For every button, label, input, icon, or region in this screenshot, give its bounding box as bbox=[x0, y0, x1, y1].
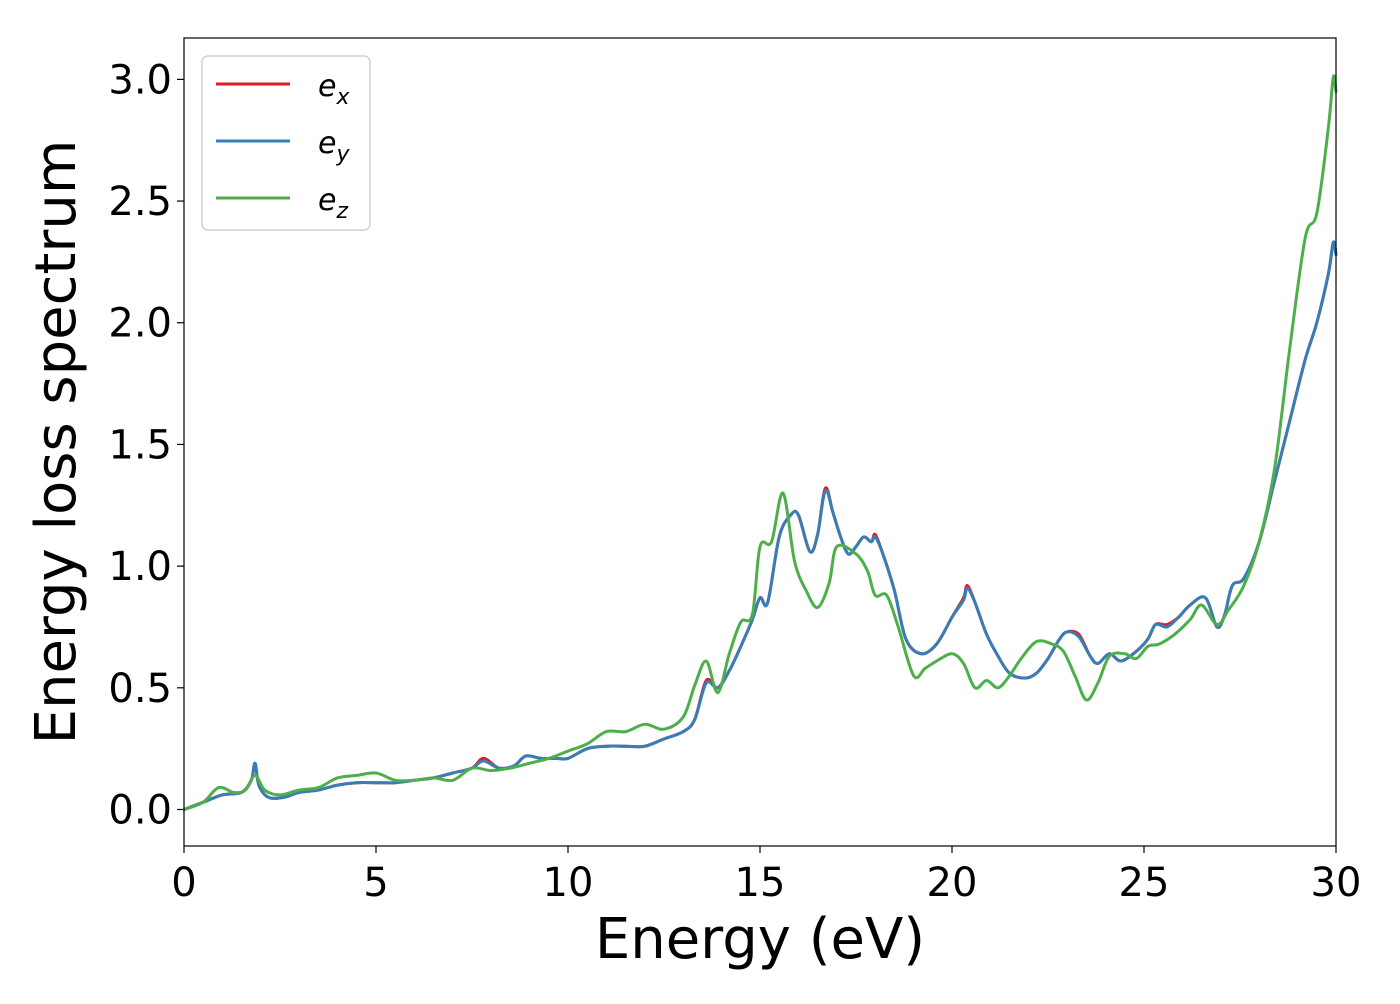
x-tick-label: 15 bbox=[735, 860, 786, 906]
y-tick-label: 1.5 bbox=[108, 422, 172, 468]
x-tick-label: 0 bbox=[171, 860, 196, 906]
x-tick-label: 5 bbox=[363, 860, 388, 906]
x-axis-label: Energy (eV) bbox=[595, 907, 925, 972]
y-tick-label: 0.0 bbox=[108, 787, 172, 833]
x-tick-label: 20 bbox=[927, 860, 978, 906]
series-lines bbox=[182, 74, 1338, 811]
legend: ex ey ez bbox=[201, 55, 371, 231]
axis-ticks: 0 5 10 15 20 25 30 0.0 0.5 1.0 1.5 2.0 2.5 3.0 bbox=[108, 57, 1361, 906]
y-tick-label: 2.5 bbox=[108, 179, 172, 225]
y-tick-label: 3.0 bbox=[108, 57, 172, 103]
legend-label: ey bbox=[318, 126, 350, 167]
y-tick-label: 2.0 bbox=[108, 301, 172, 347]
legend-label: ez bbox=[318, 183, 348, 224]
legend-box bbox=[201, 55, 371, 231]
legend-label: ex bbox=[318, 69, 350, 110]
x-tick-label: 30 bbox=[1311, 860, 1362, 906]
x-tick-label: 25 bbox=[1119, 860, 1170, 906]
x-tick-label: 10 bbox=[543, 860, 594, 906]
plot-frame bbox=[183, 37, 1337, 847]
y-tick-label: 1.0 bbox=[108, 544, 172, 590]
y-axis-label: Energy loss spectrum bbox=[24, 140, 89, 745]
y-tick-label: 0.5 bbox=[108, 666, 172, 712]
series-line-e-x bbox=[182, 240, 1338, 811]
series-line-e-z bbox=[182, 74, 1338, 811]
series-line-e-y bbox=[182, 240, 1338, 811]
